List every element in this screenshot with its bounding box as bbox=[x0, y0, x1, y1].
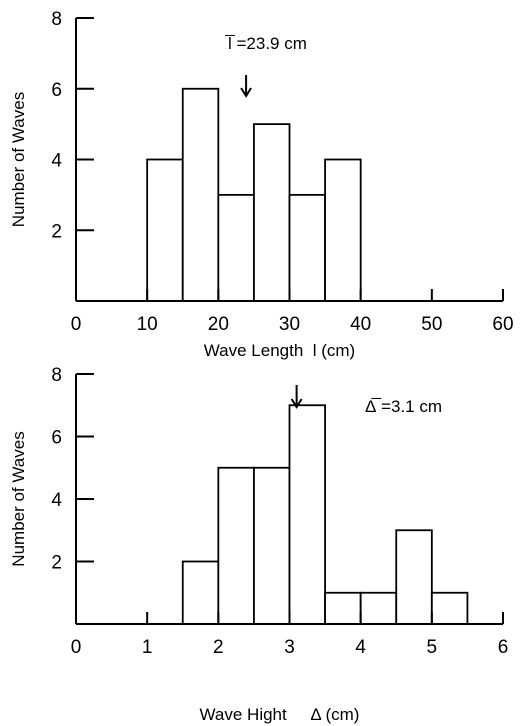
x-tick-label: 50 bbox=[421, 314, 442, 335]
bar bbox=[288, 193, 326, 302]
y-axis-label: Number of Waves bbox=[9, 431, 28, 566]
x-tick-label: 2 bbox=[213, 637, 224, 658]
bar bbox=[217, 466, 255, 625]
y-tick-label: 4 bbox=[51, 490, 62, 511]
bar bbox=[395, 529, 433, 625]
x-tick-label: 5 bbox=[427, 637, 438, 658]
x-tick-label: 0 bbox=[71, 314, 82, 335]
x-tick-label: 10 bbox=[137, 314, 158, 335]
x-axis-label: Wave Hight Δ (cm) bbox=[200, 705, 360, 724]
x-axis-label: Wave Length l (cm) bbox=[204, 341, 355, 360]
y-tick-label: 6 bbox=[51, 80, 62, 101]
bar bbox=[181, 560, 220, 625]
x-tick-label: 40 bbox=[350, 314, 371, 335]
x-tick-label: 60 bbox=[492, 314, 513, 335]
x-tick-label: 20 bbox=[208, 314, 229, 335]
y-tick-label: 6 bbox=[51, 428, 62, 449]
y-tick-label: 2 bbox=[51, 553, 62, 574]
bar bbox=[146, 158, 184, 302]
bar bbox=[359, 591, 398, 625]
histogram-panel-2: 0 1 2 3 4 5 6 2 4 6 8 Wave Hight Δ (cm) Number of Wa… bbox=[9, 365, 508, 724]
y-axis-label: Number of Waves bbox=[9, 92, 28, 227]
bar bbox=[217, 193, 255, 302]
bar bbox=[181, 87, 220, 302]
mean-arrow-head bbox=[240, 87, 252, 98]
bar bbox=[253, 123, 291, 302]
y-tick-label: 4 bbox=[51, 151, 62, 172]
x-tick-label: 1 bbox=[142, 637, 153, 658]
y-tick-label: 8 bbox=[51, 365, 62, 386]
bar bbox=[288, 404, 326, 625]
mean-annotation: l̅ =23.9 cm bbox=[225, 34, 307, 53]
y-tick-label: 8 bbox=[51, 9, 62, 30]
bar bbox=[430, 591, 469, 625]
x-tick-label: 0 bbox=[71, 637, 82, 658]
histogram-panel-1: 0 10 20 30 40 50 60 2 4 6 8 Wave Length l (cm) Numbe… bbox=[9, 9, 514, 360]
bar bbox=[324, 591, 362, 625]
bar bbox=[253, 466, 291, 625]
x-tick-label: 3 bbox=[284, 637, 295, 658]
mean-annotation: Δ̅ =3.1 cm bbox=[365, 397, 442, 416]
bar bbox=[324, 158, 362, 302]
x-tick-label: 30 bbox=[279, 314, 300, 335]
x-tick-label: 6 bbox=[498, 637, 509, 658]
y-tick-label: 2 bbox=[51, 221, 62, 242]
mean-arrow-head bbox=[290, 398, 303, 409]
x-tick-label: 4 bbox=[355, 637, 366, 658]
